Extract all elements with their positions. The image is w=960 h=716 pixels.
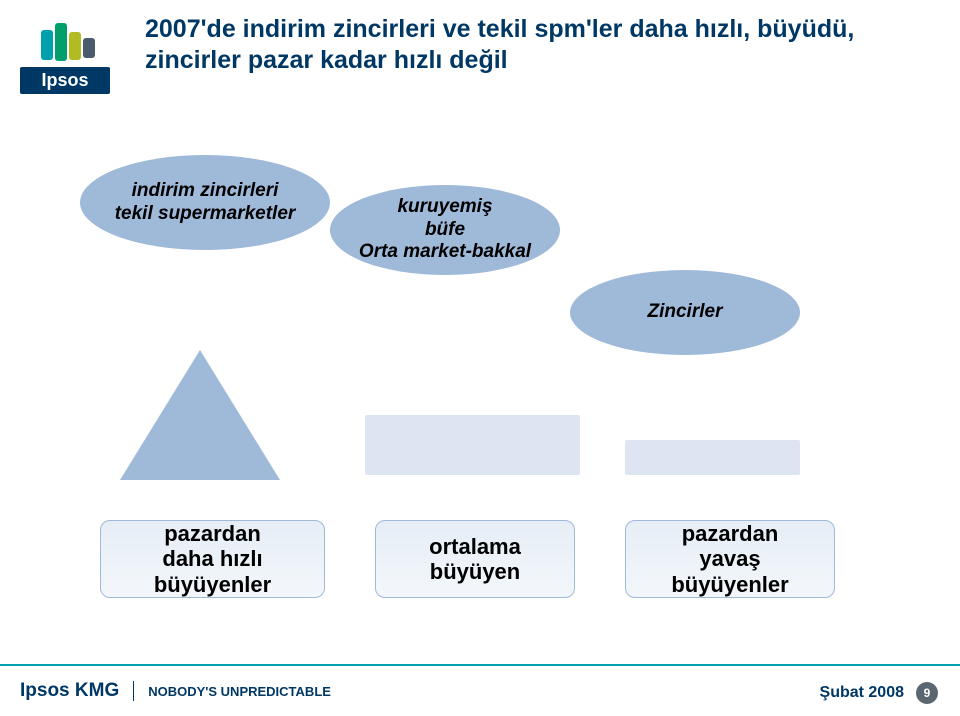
category-line: büyüyenler <box>154 572 271 597</box>
footer-page-number: 9 <box>916 682 938 704</box>
footer-separator <box>133 681 134 701</box>
ellipse-discount-chains: indirim zincirleri tekil supermarketler <box>80 155 330 250</box>
ellipse-chains: Zincirler <box>570 270 800 355</box>
footer-tagline: NOBODY'S UNPREDICTABLE <box>148 684 331 699</box>
category-line: yavaş <box>699 546 760 571</box>
logo-stripe <box>41 30 53 60</box>
triangle-shape <box>120 350 280 480</box>
category-line: büyüyenler <box>671 572 788 597</box>
ellipse-line: Orta market-bakkal <box>359 241 531 262</box>
category-faster-than-market: pazardan daha hızlı büyüyenler <box>100 520 325 598</box>
category-line: pazardan <box>164 521 261 546</box>
category-average-growth: ortalama büyüyen <box>375 520 575 598</box>
ellipse-line: indirim zincirleri <box>132 180 279 201</box>
footer-right: Şubat 2008 9 <box>820 682 938 704</box>
ellipse-line: tekil supermarketler <box>115 203 296 224</box>
ellipse-line: Zincirler <box>648 301 723 322</box>
slide-title: 2007'de indirim zincirleri ve tekil spm'… <box>145 14 935 77</box>
placeholder-rect <box>365 415 580 475</box>
brand-logo: Ipsos <box>20 18 110 94</box>
slide: Ipsos 2007'de indirim zincirleri ve teki… <box>0 0 960 716</box>
category-line: daha hızlı <box>162 546 262 571</box>
ellipse-mid-market: kuruyemiş büfe Orta market-bakkal <box>330 185 560 275</box>
footer-left: Ipsos KMG NOBODY'S UNPREDICTABLE <box>20 680 331 702</box>
ellipse-line: kuruyemiş <box>397 196 492 217</box>
brand-logo-icon <box>38 18 93 63</box>
category-line: büyüyen <box>430 559 520 584</box>
placeholder-rect <box>625 440 800 475</box>
category-slower-than-market: pazardan yavaş büyüyenler <box>625 520 835 598</box>
category-label: pazardan daha hızlı büyüyenler <box>154 521 271 597</box>
ellipse-line: büfe <box>425 219 465 240</box>
ellipse-label: indirim zincirleri tekil supermarketler <box>115 180 296 226</box>
category-line: ortalama <box>429 534 521 559</box>
logo-stripe <box>69 32 81 60</box>
footer-brand: Ipsos KMG <box>20 680 119 702</box>
slide-footer: Ipsos KMG NOBODY'S UNPREDICTABLE Şubat 2… <box>0 664 960 716</box>
ellipse-label: kuruyemiş büfe Orta market-bakkal <box>359 196 531 264</box>
category-label: pazardan yavaş büyüyenler <box>671 521 788 597</box>
logo-stripe <box>55 23 67 61</box>
category-label: ortalama büyüyen <box>429 534 521 585</box>
category-line: pazardan <box>682 521 779 546</box>
ellipse-label: Zincirler <box>648 301 723 324</box>
logo-stripe <box>83 38 95 58</box>
footer-date: Şubat 2008 <box>820 684 904 702</box>
brand-logo-word: Ipsos <box>20 67 110 94</box>
